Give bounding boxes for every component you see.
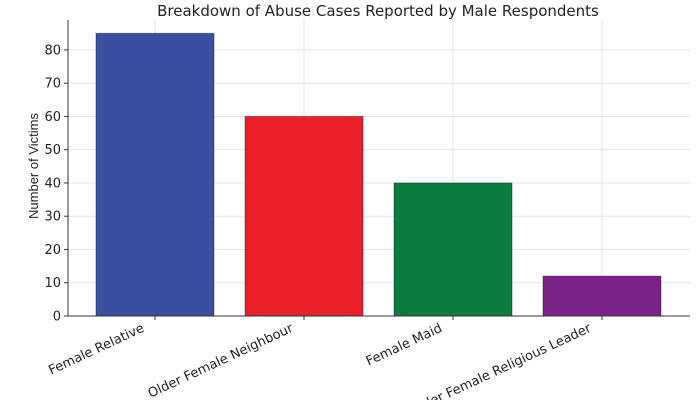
y-tick-label: 40 [44,176,61,191]
bars [96,33,661,316]
bar [96,33,214,316]
bar [394,183,512,316]
chart-title: Breakdown of Abuse Cases Reported by Mal… [157,2,599,20]
y-axis-title: Number of Victims [26,113,41,219]
x-tick-label: Female Relative [46,321,146,378]
y-tick-label: 80 [44,43,61,58]
y-tick-label: 0 [53,310,61,325]
x-tick-label: Older Female Neighbour [146,321,296,400]
y-tick-label: 30 [44,210,61,225]
bar [543,276,661,316]
y-tick-label: 20 [44,243,61,258]
y-tick-label: 70 [44,77,61,92]
bar [245,116,363,316]
y-tick-label: 10 [44,276,61,291]
y-tick-label: 60 [44,110,61,125]
x-tick-label: Female Maid [364,321,445,369]
y-tick-label: 50 [44,143,61,158]
